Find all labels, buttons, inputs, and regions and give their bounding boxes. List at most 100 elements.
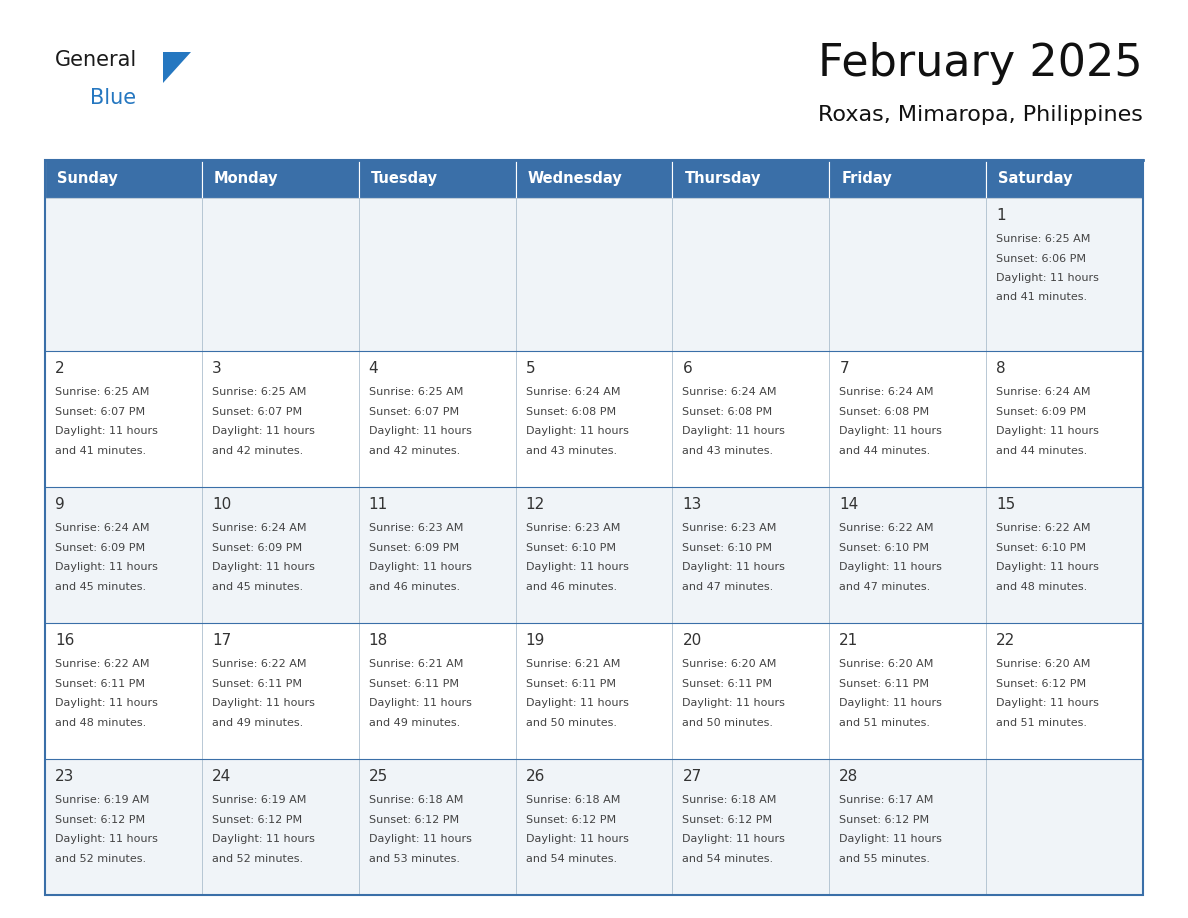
Text: and 48 minutes.: and 48 minutes. (55, 718, 146, 728)
Text: Sunrise: 6:22 AM: Sunrise: 6:22 AM (997, 523, 1091, 533)
Text: Sunset: 6:09 PM: Sunset: 6:09 PM (211, 543, 302, 553)
Text: and 46 minutes.: and 46 minutes. (525, 582, 617, 592)
Text: Sunset: 6:10 PM: Sunset: 6:10 PM (525, 543, 615, 553)
Text: Daylight: 11 hours: Daylight: 11 hours (682, 426, 785, 436)
Text: and 41 minutes.: and 41 minutes. (55, 446, 146, 456)
Text: and 43 minutes.: and 43 minutes. (682, 446, 773, 456)
Text: Sunset: 6:08 PM: Sunset: 6:08 PM (525, 407, 615, 417)
Text: Sunrise: 6:24 AM: Sunrise: 6:24 AM (55, 523, 150, 533)
Text: Sunset: 6:10 PM: Sunset: 6:10 PM (682, 543, 772, 553)
Text: and 52 minutes.: and 52 minutes. (211, 854, 303, 864)
Text: Daylight: 11 hours: Daylight: 11 hours (839, 699, 942, 708)
Text: 13: 13 (682, 498, 702, 512)
Bar (202, 487, 359, 623)
Text: Sunset: 6:12 PM: Sunset: 6:12 PM (211, 814, 302, 824)
Bar (986, 160, 1143, 198)
Text: 21: 21 (839, 633, 859, 648)
Text: Sunrise: 6:21 AM: Sunrise: 6:21 AM (525, 659, 620, 669)
Text: Sunrise: 6:18 AM: Sunrise: 6:18 AM (368, 795, 463, 805)
Text: Sunset: 6:12 PM: Sunset: 6:12 PM (525, 814, 615, 824)
Text: Sunrise: 6:21 AM: Sunrise: 6:21 AM (368, 659, 463, 669)
Text: and 44 minutes.: and 44 minutes. (839, 446, 930, 456)
Text: 6: 6 (682, 362, 693, 376)
Bar (986, 487, 1143, 623)
Text: Daylight: 11 hours: Daylight: 11 hours (368, 562, 472, 572)
Text: Sunrise: 6:22 AM: Sunrise: 6:22 AM (55, 659, 150, 669)
Bar (829, 623, 986, 759)
Text: and 49 minutes.: and 49 minutes. (211, 718, 303, 728)
Bar (829, 352, 986, 487)
Text: Sunrise: 6:22 AM: Sunrise: 6:22 AM (211, 659, 307, 669)
Text: 23: 23 (55, 769, 75, 784)
Bar (359, 352, 516, 487)
Text: and 42 minutes.: and 42 minutes. (211, 446, 303, 456)
Text: and 49 minutes.: and 49 minutes. (368, 718, 460, 728)
Bar (829, 198, 986, 352)
Bar (829, 759, 986, 895)
Text: Daylight: 11 hours: Daylight: 11 hours (368, 699, 472, 708)
Text: 9: 9 (55, 498, 65, 512)
Text: Daylight: 11 hours: Daylight: 11 hours (211, 699, 315, 708)
Text: Sunrise: 6:20 AM: Sunrise: 6:20 AM (839, 659, 934, 669)
Text: Daylight: 11 hours: Daylight: 11 hours (211, 834, 315, 844)
Text: Sunrise: 6:23 AM: Sunrise: 6:23 AM (525, 523, 620, 533)
Bar (45, 198, 202, 352)
Text: Sunrise: 6:19 AM: Sunrise: 6:19 AM (55, 795, 150, 805)
Text: Sunset: 6:08 PM: Sunset: 6:08 PM (839, 407, 929, 417)
Text: Sunday: Sunday (57, 172, 118, 186)
Text: Sunrise: 6:20 AM: Sunrise: 6:20 AM (997, 659, 1091, 669)
Bar (45, 759, 202, 895)
Text: Sunrise: 6:24 AM: Sunrise: 6:24 AM (525, 387, 620, 397)
Text: Daylight: 11 hours: Daylight: 11 hours (997, 426, 1099, 436)
Bar (202, 160, 359, 198)
Text: Sunrise: 6:18 AM: Sunrise: 6:18 AM (525, 795, 620, 805)
Text: 22: 22 (997, 633, 1016, 648)
Text: Monday: Monday (214, 172, 278, 186)
Bar (359, 160, 516, 198)
Text: 28: 28 (839, 769, 859, 784)
Bar (986, 759, 1143, 895)
Text: and 50 minutes.: and 50 minutes. (682, 718, 773, 728)
Text: Sunset: 6:11 PM: Sunset: 6:11 PM (682, 678, 772, 688)
Bar (202, 759, 359, 895)
Bar (45, 623, 202, 759)
Text: Sunrise: 6:25 AM: Sunrise: 6:25 AM (997, 234, 1091, 244)
Text: and 41 minutes.: and 41 minutes. (997, 293, 1087, 303)
Text: Daylight: 11 hours: Daylight: 11 hours (525, 699, 628, 708)
Text: 26: 26 (525, 769, 545, 784)
Text: Sunrise: 6:19 AM: Sunrise: 6:19 AM (211, 795, 307, 805)
Bar (986, 623, 1143, 759)
Text: Daylight: 11 hours: Daylight: 11 hours (997, 273, 1099, 283)
Text: Sunset: 6:12 PM: Sunset: 6:12 PM (839, 814, 929, 824)
Text: Sunset: 6:12 PM: Sunset: 6:12 PM (55, 814, 145, 824)
Text: Daylight: 11 hours: Daylight: 11 hours (525, 426, 628, 436)
Text: Saturday: Saturday (998, 172, 1073, 186)
Text: 10: 10 (211, 498, 232, 512)
Text: and 43 minutes.: and 43 minutes. (525, 446, 617, 456)
Text: 3: 3 (211, 362, 222, 376)
Text: Daylight: 11 hours: Daylight: 11 hours (55, 426, 158, 436)
Text: Sunset: 6:12 PM: Sunset: 6:12 PM (368, 814, 459, 824)
Text: and 47 minutes.: and 47 minutes. (682, 582, 773, 592)
Text: and 46 minutes.: and 46 minutes. (368, 582, 460, 592)
Text: Sunrise: 6:24 AM: Sunrise: 6:24 AM (211, 523, 307, 533)
Text: and 44 minutes.: and 44 minutes. (997, 446, 1087, 456)
Text: 8: 8 (997, 362, 1006, 376)
Text: Daylight: 11 hours: Daylight: 11 hours (55, 699, 158, 708)
Text: Sunset: 6:09 PM: Sunset: 6:09 PM (55, 543, 145, 553)
Bar (829, 160, 986, 198)
Text: Daylight: 11 hours: Daylight: 11 hours (55, 834, 158, 844)
Text: 11: 11 (368, 498, 388, 512)
Text: Tuesday: Tuesday (371, 172, 437, 186)
Text: Blue: Blue (90, 88, 137, 108)
Text: and 50 minutes.: and 50 minutes. (525, 718, 617, 728)
Text: and 55 minutes.: and 55 minutes. (839, 854, 930, 864)
Text: Daylight: 11 hours: Daylight: 11 hours (997, 562, 1099, 572)
Text: Sunrise: 6:22 AM: Sunrise: 6:22 AM (839, 523, 934, 533)
Text: and 54 minutes.: and 54 minutes. (682, 854, 773, 864)
Text: Daylight: 11 hours: Daylight: 11 hours (839, 834, 942, 844)
Bar (986, 352, 1143, 487)
Text: 1: 1 (997, 208, 1006, 223)
Text: Daylight: 11 hours: Daylight: 11 hours (525, 562, 628, 572)
Text: Daylight: 11 hours: Daylight: 11 hours (682, 699, 785, 708)
